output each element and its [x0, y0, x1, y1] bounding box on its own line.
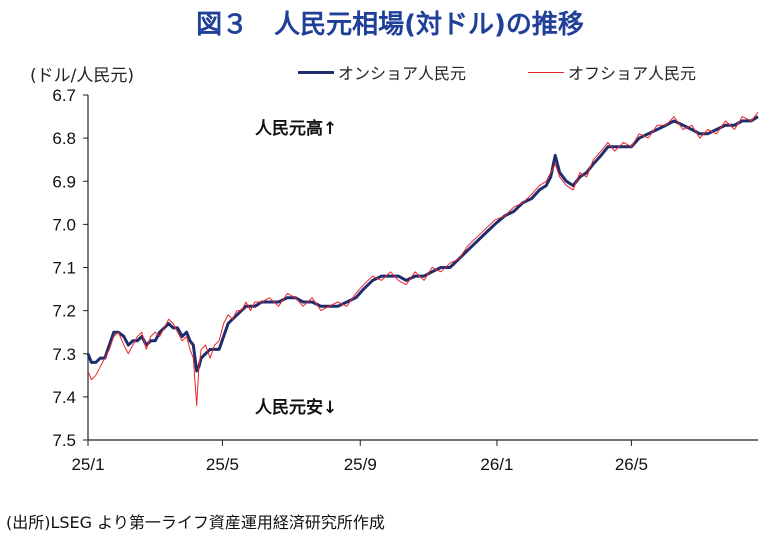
y-axis: 6.7 6.8 6.9 7.0 7.1 7.2 7.3 7.4 7.5	[52, 86, 88, 450]
x-tick-label: 26/5	[615, 455, 648, 474]
x-tick-label: 25/9	[344, 455, 377, 474]
y-tick-label: 6.7	[52, 86, 76, 105]
legend-label-onshore: オンショア人民元	[338, 64, 467, 83]
x-tick-label: 25/5	[206, 455, 239, 474]
series-line-onshore	[86, 115, 759, 373]
legend-label-offshore: オフショア人民元	[568, 64, 697, 83]
annotation-down: 人民元安↓	[255, 397, 337, 418]
source-note: (出所)LSEG より第一ライフ資産運用経済研究所作成	[6, 513, 385, 532]
series-line-offshore	[87, 111, 759, 406]
y-axis-unit-label: (ドル/人民元)	[30, 66, 134, 86]
x-tick-label: 25/1	[71, 455, 104, 474]
y-tick-label: 6.9	[52, 172, 76, 191]
annotation-up: 人民元高↑	[255, 118, 337, 139]
y-tick-label: 6.8	[52, 129, 76, 148]
y-tick-label: 7.2	[52, 302, 76, 321]
legend-item-offshore: オフショア人民元	[528, 60, 696, 84]
y-tick-label: 7.4	[52, 388, 76, 407]
chart-title: 図３ 人民元相場(対ドル)の推移	[196, 10, 584, 40]
y-tick-label: 7.3	[52, 345, 76, 364]
y-tick-label: 7.1	[52, 259, 76, 278]
legend-swatch-onshore	[298, 70, 334, 74]
x-axis: 25/1 25/5 25/9 26/1 26/5	[71, 440, 648, 474]
x-tick-label: 26/1	[480, 455, 513, 474]
legend-item-onshore: オンショア人民元	[298, 60, 466, 84]
series-group	[86, 111, 759, 406]
y-tick-label: 7.0	[52, 215, 76, 234]
y-tick-label: 7.5	[52, 431, 76, 450]
legend-swatch-offshore	[528, 71, 564, 73]
